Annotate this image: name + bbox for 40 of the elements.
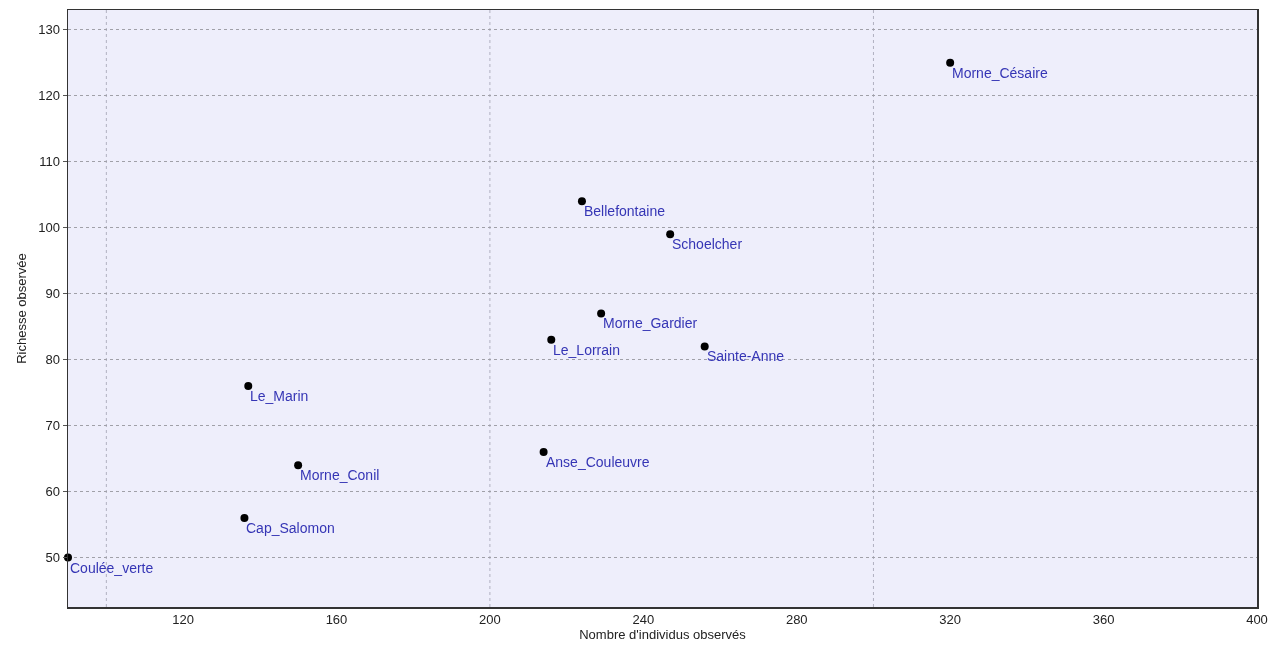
point (240, 513, 249, 522)
y-tick-label: 80 (45, 352, 60, 368)
y-tick-label: 60 (45, 484, 60, 500)
x-tick-label: 240 (632, 612, 655, 628)
y-tick-label: 50 (45, 550, 60, 566)
point (244, 382, 253, 391)
y-tick-label: 110 (39, 154, 60, 170)
point (597, 309, 606, 318)
annotation: Sainte-Anne (707, 348, 785, 364)
annotation: Schoelcher (672, 236, 743, 252)
point (547, 335, 556, 344)
x-tick-label: 200 (479, 612, 501, 628)
x-axis-title: Nombre d'individus observés (579, 627, 747, 643)
x-tick-label: 160 (325, 612, 348, 628)
point (577, 197, 586, 206)
annotation: Bellefontaine (584, 203, 666, 219)
y-tick-label: 70 (45, 418, 60, 434)
point (700, 342, 709, 351)
x-tick-label: 360 (1092, 612, 1115, 628)
point (666, 230, 675, 239)
annotation: Coulée_verte (70, 560, 154, 576)
x-tick-label: 120 (172, 612, 194, 628)
annotation: Morne_Conil (300, 467, 380, 483)
annotation: Cap_Salomon (246, 520, 335, 536)
y-tick-label: 90 (45, 286, 60, 302)
point (946, 58, 955, 67)
annotation: Le_Lorrain (553, 342, 620, 358)
x-tick-label: 400 (1246, 612, 1268, 628)
annotation: Morne_Césaire (952, 65, 1048, 81)
annotation: Anse_Couleuvre (546, 454, 650, 470)
point (294, 461, 303, 470)
x-tick-label: 320 (939, 612, 962, 628)
point (539, 447, 548, 456)
annotation: Le_Marin (250, 388, 309, 404)
x-tick-label: 280 (785, 612, 808, 628)
y-tick-label: 100 (38, 220, 60, 236)
annotation: Morne_Gardier (603, 315, 698, 331)
y-tick-label: 120 (38, 88, 60, 104)
y-tick-label: 130 (38, 22, 60, 38)
y-axis-title: Richesse observée (14, 253, 30, 364)
